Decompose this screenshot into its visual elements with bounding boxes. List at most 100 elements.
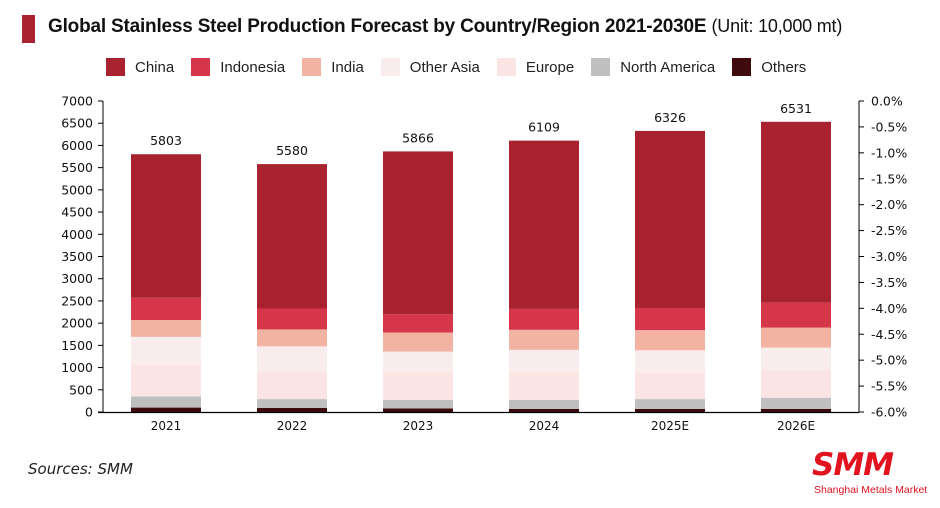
bar-other-asia-2023	[383, 351, 453, 373]
bar-indonesia-2025e	[635, 308, 705, 331]
bar-north-america-2024	[509, 400, 579, 409]
x-tick-label-2026e: 2026E	[777, 419, 815, 433]
bar-other-asia-2025e	[635, 350, 705, 373]
y-tick-label: 2500	[61, 293, 93, 308]
y-tick-label: 7000	[61, 94, 93, 109]
bar-europe-2023	[383, 372, 453, 400]
bar-others-2022	[257, 408, 327, 412]
logo-subtitle: Shanghai Metals Market	[814, 484, 928, 496]
y2-tick-label: -5.5%	[871, 379, 907, 394]
legend-swatch-indonesia	[191, 58, 211, 76]
total-label-2022: 5580	[276, 143, 308, 158]
bar-other-asia-2022	[257, 346, 327, 372]
legend-label-india: India	[331, 58, 364, 76]
legend-swatch-others	[732, 58, 752, 76]
chart-unit-note: (Unit: 10,000 mt)	[711, 16, 843, 36]
x-tick-label-2025e: 2025E	[651, 419, 689, 433]
y2-tick-label: -1.5%	[871, 171, 907, 186]
bar-china-2025e	[635, 130, 705, 308]
bar-europe-2021	[131, 364, 201, 397]
bar-india-2023	[383, 332, 453, 352]
total-label-2024: 6109	[528, 120, 560, 135]
bar-north-america-2026e	[761, 397, 831, 409]
y2-tick-label: -3.0%	[871, 249, 907, 264]
legend-swatch-china	[106, 58, 125, 76]
bar-indonesia-2022	[257, 308, 327, 330]
y-tick-label: 3500	[61, 249, 93, 264]
y-tick-label: 6500	[61, 116, 93, 131]
legend-label-other-asia: Other Asia	[409, 58, 480, 76]
bar-indonesia-2023	[383, 314, 453, 333]
bar-india-2021	[131, 320, 201, 337]
legend-item-europe: Europe	[496, 58, 575, 76]
bar-other-asia-2021	[131, 336, 201, 365]
y-tick-label: 5500	[61, 160, 93, 175]
y2-tick-label: -3.5%	[871, 275, 907, 290]
legend-swatch-north-america	[591, 58, 611, 76]
bar-indonesia-2026e	[761, 302, 831, 328]
bar-indonesia-2024	[509, 308, 579, 330]
bar-north-america-2022	[257, 399, 327, 408]
bar-europe-2024	[509, 372, 579, 400]
legend-item-north-america: North America	[591, 58, 715, 76]
y2-tick-label: -4.0%	[871, 301, 907, 316]
y2-tick-label: -1.0%	[871, 145, 907, 160]
total-label-2021: 5803	[150, 133, 182, 148]
bar-north-america-2023	[383, 400, 453, 409]
bar-china-2021	[131, 154, 201, 298]
sources-note: Sources: SMM	[28, 460, 133, 478]
total-label-2026e: 6531	[780, 101, 812, 116]
bar-europe-2026e	[761, 370, 831, 398]
y2-tick-label: 0.0%	[871, 94, 903, 109]
y-tick-label: 6000	[61, 138, 93, 153]
legend-label-others: Others	[761, 58, 807, 76]
y2-tick-label: -6.0%	[871, 405, 907, 420]
bar-north-america-2025e	[635, 399, 705, 409]
y-tick-label: 2000	[61, 316, 93, 331]
chart-title: Global Stainless Steel Production Foreca…	[48, 16, 842, 38]
y-tick-label: 3000	[61, 271, 93, 286]
chart-legend: China Indonesia India Other Asia Europe North…	[106, 56, 823, 78]
legend-item-indonesia: Indonesia	[191, 58, 285, 76]
legend-label-indonesia: Indonesia	[220, 58, 286, 76]
bar-india-2026e	[761, 327, 831, 348]
bar-china-2024	[509, 140, 579, 309]
legend-swatch-india	[302, 58, 322, 76]
legend-swatch-other-asia	[380, 58, 400, 76]
bar-china-2022	[257, 164, 327, 309]
bar-europe-2025e	[635, 372, 705, 400]
bar-other-asia-2026e	[761, 347, 831, 371]
bar-china-2026e	[761, 121, 831, 303]
bar-india-2022	[257, 329, 327, 347]
bar-other-asia-2024	[509, 349, 579, 373]
x-tick-label-2021: 2021	[151, 419, 182, 433]
y-tick-label: 4000	[61, 227, 93, 242]
smm-logo: SMM Shanghai Metals Market	[808, 447, 927, 497]
chart-title-main: Global Stainless Steel Production Foreca…	[48, 16, 707, 37]
legend-label-europe: Europe	[525, 58, 575, 76]
legend-swatch-europe	[496, 58, 516, 76]
bar-others-2025e	[635, 408, 705, 412]
x-tick-label-2023: 2023	[403, 419, 434, 433]
y-tick-label: 1500	[61, 338, 93, 353]
bar-others-2021	[131, 407, 201, 412]
total-label-2023: 5866	[402, 130, 434, 145]
bar-india-2024	[509, 329, 579, 350]
x-tick-label-2022: 2022	[277, 419, 308, 433]
bar-north-america-2021	[131, 396, 201, 408]
bar-others-2024	[509, 408, 579, 412]
y-tick-label: 500	[69, 382, 93, 397]
title-accent-bar	[22, 15, 35, 43]
y2-tick-label: -2.0%	[871, 197, 907, 212]
y-tick-label: 0	[85, 405, 93, 420]
legend-item-other-asia: Other Asia	[380, 58, 480, 76]
bar-india-2025e	[635, 330, 705, 351]
logo-text: SMM	[812, 447, 894, 483]
bar-indonesia-2021	[131, 297, 201, 320]
y2-tick-label: -5.0%	[871, 353, 907, 368]
legend-label-china: China	[135, 58, 175, 76]
y-tick-label: 5000	[61, 182, 93, 197]
y2-tick-label: -0.5%	[871, 119, 907, 134]
legend-item-others: Others	[732, 58, 806, 76]
